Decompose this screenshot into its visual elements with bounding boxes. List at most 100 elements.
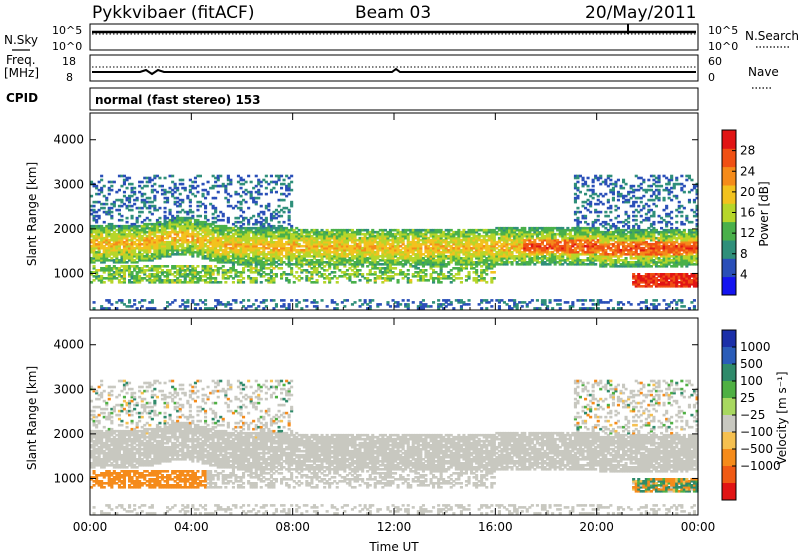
power-cell — [128, 182, 132, 186]
power-cell — [259, 238, 263, 242]
power-cell — [97, 236, 101, 240]
power-cell — [429, 277, 433, 280]
power-cell — [112, 265, 116, 268]
power-cell — [153, 277, 157, 280]
power-cell — [444, 299, 448, 302]
power-cell — [538, 248, 542, 252]
power-cell — [133, 224, 137, 228]
power-cell — [198, 307, 202, 310]
power-cell — [515, 303, 519, 306]
power-cell — [586, 259, 590, 262]
power-cell — [125, 242, 129, 246]
power-cell — [508, 253, 512, 256]
power-cell — [333, 301, 337, 304]
power-cell — [310, 250, 314, 254]
power-cell — [277, 220, 281, 224]
power-cell — [168, 240, 172, 244]
power-cell — [388, 277, 392, 280]
power-cell — [533, 253, 537, 256]
power-cell — [138, 190, 142, 194]
power-cell — [556, 303, 560, 306]
power-cell — [462, 242, 466, 246]
power-cell — [234, 230, 238, 234]
power-cell — [130, 190, 134, 194]
power-cell — [290, 242, 294, 246]
power-cell — [287, 210, 291, 214]
power-cell — [163, 226, 167, 230]
power-cell — [173, 271, 177, 274]
power-cell — [388, 265, 392, 268]
power-cell — [601, 248, 605, 252]
power-cell — [100, 230, 104, 234]
power-cell — [295, 242, 299, 246]
power-cell — [287, 303, 291, 306]
power-cell — [297, 263, 301, 266]
power-cell — [269, 180, 273, 184]
power-cell — [502, 248, 506, 252]
power-cell — [454, 250, 458, 254]
power-cell — [584, 182, 588, 186]
power-cell — [457, 242, 461, 246]
power-cell — [490, 228, 494, 232]
power-cell — [396, 228, 400, 232]
power-cell — [178, 275, 182, 278]
power-cell — [414, 240, 418, 244]
power-cell — [219, 281, 223, 284]
power-cell — [467, 255, 471, 258]
power-cell — [110, 224, 114, 228]
power-cell — [272, 250, 276, 254]
power-cell — [269, 224, 273, 228]
power-cell — [581, 200, 585, 204]
power-cell — [584, 307, 588, 310]
power-cell — [143, 232, 147, 236]
power-cell — [307, 277, 311, 280]
power-cell — [591, 178, 595, 182]
power-cell — [158, 236, 162, 240]
power-cell — [411, 236, 415, 240]
power-cell — [140, 228, 144, 232]
power-cell — [125, 232, 129, 236]
power-cell — [166, 236, 170, 240]
power-cell — [373, 250, 377, 254]
power-cell — [421, 261, 425, 264]
power-cell — [419, 277, 423, 280]
power-cell — [302, 248, 306, 252]
power-cell — [125, 261, 129, 264]
power-cell — [305, 299, 309, 302]
power-cell — [211, 269, 215, 272]
power-cell — [421, 242, 425, 246]
power-cell — [442, 248, 446, 252]
power-cell — [401, 250, 405, 254]
power-cell — [188, 265, 192, 268]
power-cell — [589, 228, 593, 232]
power-cell — [277, 210, 281, 214]
power-cell — [573, 226, 577, 230]
power-cell — [530, 299, 534, 302]
power-cell — [525, 244, 529, 248]
power-cell — [201, 255, 205, 258]
power-cell — [173, 238, 177, 242]
power-cell — [133, 259, 137, 262]
power-cell — [307, 271, 311, 274]
power-cell — [153, 307, 157, 310]
power-cell — [464, 238, 468, 242]
power-cell — [419, 246, 423, 250]
power-cell — [272, 230, 276, 234]
power-cell — [272, 244, 276, 248]
power-cell — [282, 234, 286, 238]
power-cell — [333, 267, 337, 270]
cpid-label: CPID — [6, 91, 38, 105]
power-cell — [335, 244, 339, 248]
power-cell — [558, 230, 562, 234]
power-cell — [259, 246, 263, 250]
power-cell — [353, 263, 357, 266]
power-cell — [482, 228, 486, 232]
power-cell — [338, 257, 342, 260]
power-cell — [391, 299, 395, 302]
power-cell — [153, 275, 157, 278]
power-cell — [576, 263, 580, 266]
power-cell — [285, 206, 289, 210]
power-cell — [155, 228, 159, 232]
power-cell — [143, 255, 147, 258]
power-cell — [444, 236, 448, 240]
